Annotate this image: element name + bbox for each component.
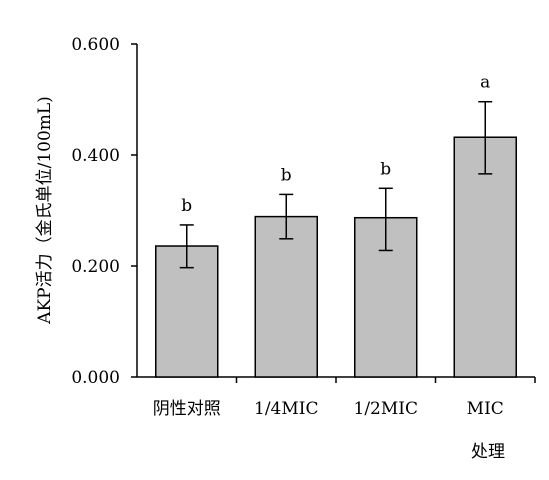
- significance-label: b: [380, 159, 391, 179]
- tick-labels: 0.000 0.200 0.400 0.600 阴性对照 1/4MIC 1/2MIC MIC: [71, 35, 503, 419]
- y-axis: [131, 43, 138, 378]
- y-axis-label: AKP活力（金氏单位/100mL): [35, 96, 55, 325]
- x-tick-label: 阴性对照: [153, 399, 221, 419]
- significance-labels: b b b a: [181, 73, 490, 216]
- bar: [254, 215, 318, 378]
- bar: [453, 136, 517, 378]
- x-axis: [137, 376, 536, 383]
- x-tick-label: MIC: [467, 399, 504, 419]
- significance-label: b: [281, 165, 292, 185]
- y-tick-label: 0.400: [71, 146, 120, 166]
- y-tick-label: 0.200: [71, 257, 120, 277]
- significance-label: b: [181, 196, 192, 216]
- bars: [155, 136, 517, 378]
- y-tick-label: 0.600: [71, 35, 120, 55]
- x-axis-label: 处理: [471, 442, 505, 462]
- x-tick-label: 1/4MIC: [254, 399, 319, 419]
- y-tick-label: 0.000: [71, 368, 120, 388]
- x-tick-label: 1/2MIC: [354, 399, 419, 419]
- significance-label: a: [480, 73, 490, 93]
- error-bars: [179, 100, 493, 269]
